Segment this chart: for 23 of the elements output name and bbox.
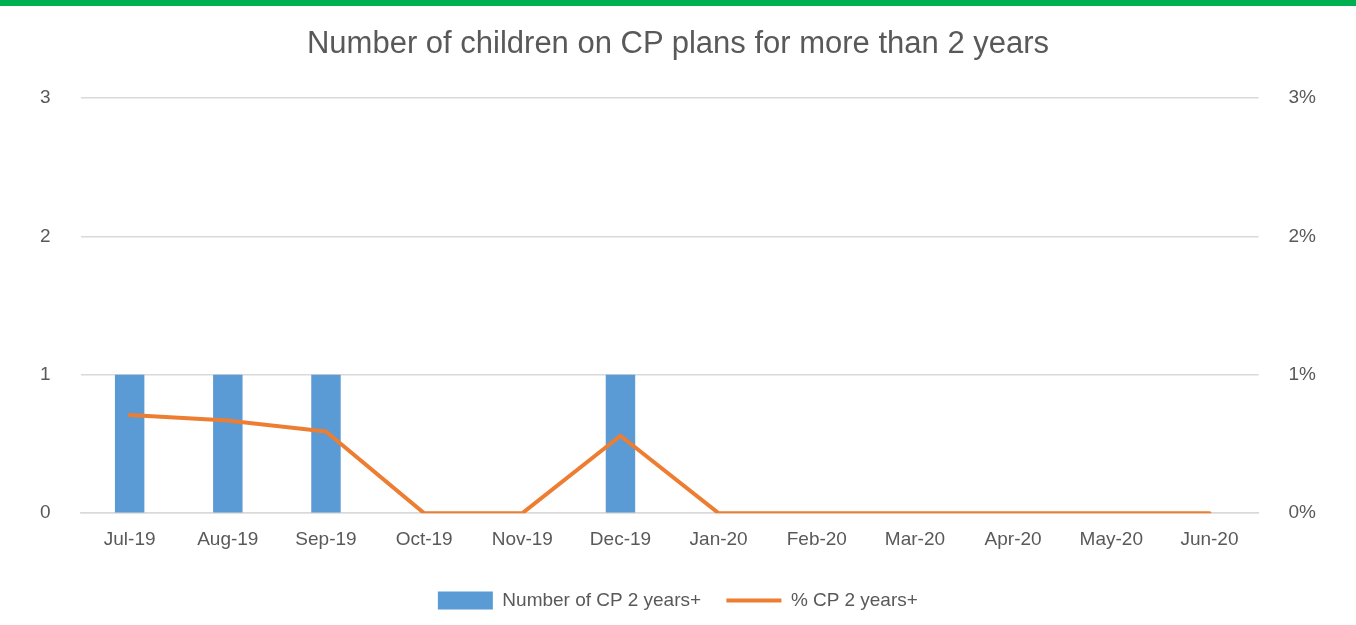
y2-tick-label: 1% bbox=[1288, 363, 1317, 385]
y-tick-label: 2 bbox=[39, 224, 51, 246]
x-tick-label: May-20 bbox=[1079, 527, 1143, 549]
x-tick-label: Aug-19 bbox=[197, 527, 259, 549]
x-tick-label: Feb-20 bbox=[786, 527, 847, 549]
x-tick-label: Apr-20 bbox=[984, 527, 1042, 549]
x-tick-label: Mar-20 bbox=[884, 527, 946, 549]
y-tick-label: 1 bbox=[39, 363, 51, 385]
x-tick-label: Jun-20 bbox=[1180, 527, 1239, 549]
chart-title: Number of children on CP plans for more than 2 years bbox=[306, 25, 1050, 61]
x-tick-label: Oct-19 bbox=[395, 527, 453, 549]
y2-tick-label: 3% bbox=[1288, 86, 1317, 108]
y-tick-label: 3 bbox=[39, 86, 51, 108]
y-tick-label: 0 bbox=[39, 501, 51, 523]
y2-tick-label: 0% bbox=[1288, 501, 1317, 523]
legend-label: Number of CP 2 years+ bbox=[502, 588, 702, 610]
x-tick-label: Sep-19 bbox=[295, 527, 357, 549]
x-tick-label: Jan-20 bbox=[689, 527, 748, 549]
x-tick-label: Jul-19 bbox=[103, 527, 156, 549]
legend-label: % CP 2 years+ bbox=[790, 588, 918, 610]
x-tick-label: Dec-19 bbox=[589, 527, 652, 549]
x-tick-label: Nov-19 bbox=[491, 527, 553, 549]
y2-tick-label: 2% bbox=[1288, 224, 1317, 246]
